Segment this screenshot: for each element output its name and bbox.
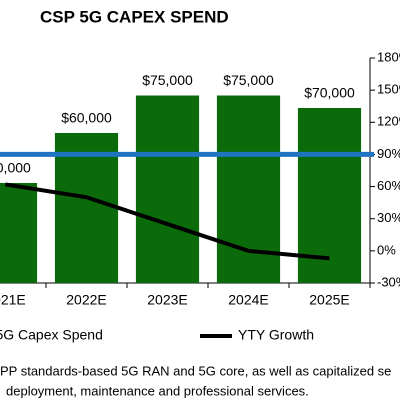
bar	[54, 133, 119, 283]
x-tick-label: 2021E	[0, 292, 26, 308]
legend-label: YTY Growth	[238, 327, 314, 343]
x-tick-label: 2023E	[147, 292, 187, 308]
y2-tick-label: 120%	[377, 114, 400, 129]
data-label: $75,000	[142, 72, 193, 88]
bar	[0, 183, 38, 283]
bar	[297, 108, 362, 283]
legend-label: Total 5G Capex Spend	[0, 327, 103, 343]
footnote: PP standards-based 5G RAN and 5G core, a…	[0, 363, 391, 378]
data-label: $40,000	[0, 160, 31, 176]
x-tick-label: 2025E	[309, 292, 349, 308]
y2-tick-label: -30%	[377, 274, 400, 289]
x-tick-label: 2022E	[66, 292, 106, 308]
bar	[135, 95, 200, 283]
y2-tick-label: 60%	[377, 178, 400, 193]
x-tick-label: 2024E	[228, 292, 268, 308]
chart-title: CSP 5G CAPEX SPEND	[40, 7, 229, 26]
y2-tick-label: 30%	[377, 210, 400, 225]
line	[5, 182, 330, 261]
y2-tick-label: 150%	[377, 82, 400, 97]
data-label: $75,000	[223, 72, 274, 88]
footnote: deployment, maintenance and professional…	[6, 383, 309, 398]
data-label: $70,000	[304, 85, 355, 101]
data-label: $60,000	[61, 110, 112, 126]
y2-tick-label: 0%	[377, 242, 396, 257]
y2-tick-label: 180%	[377, 49, 400, 64]
y2-tick-label: 90%	[377, 146, 400, 161]
